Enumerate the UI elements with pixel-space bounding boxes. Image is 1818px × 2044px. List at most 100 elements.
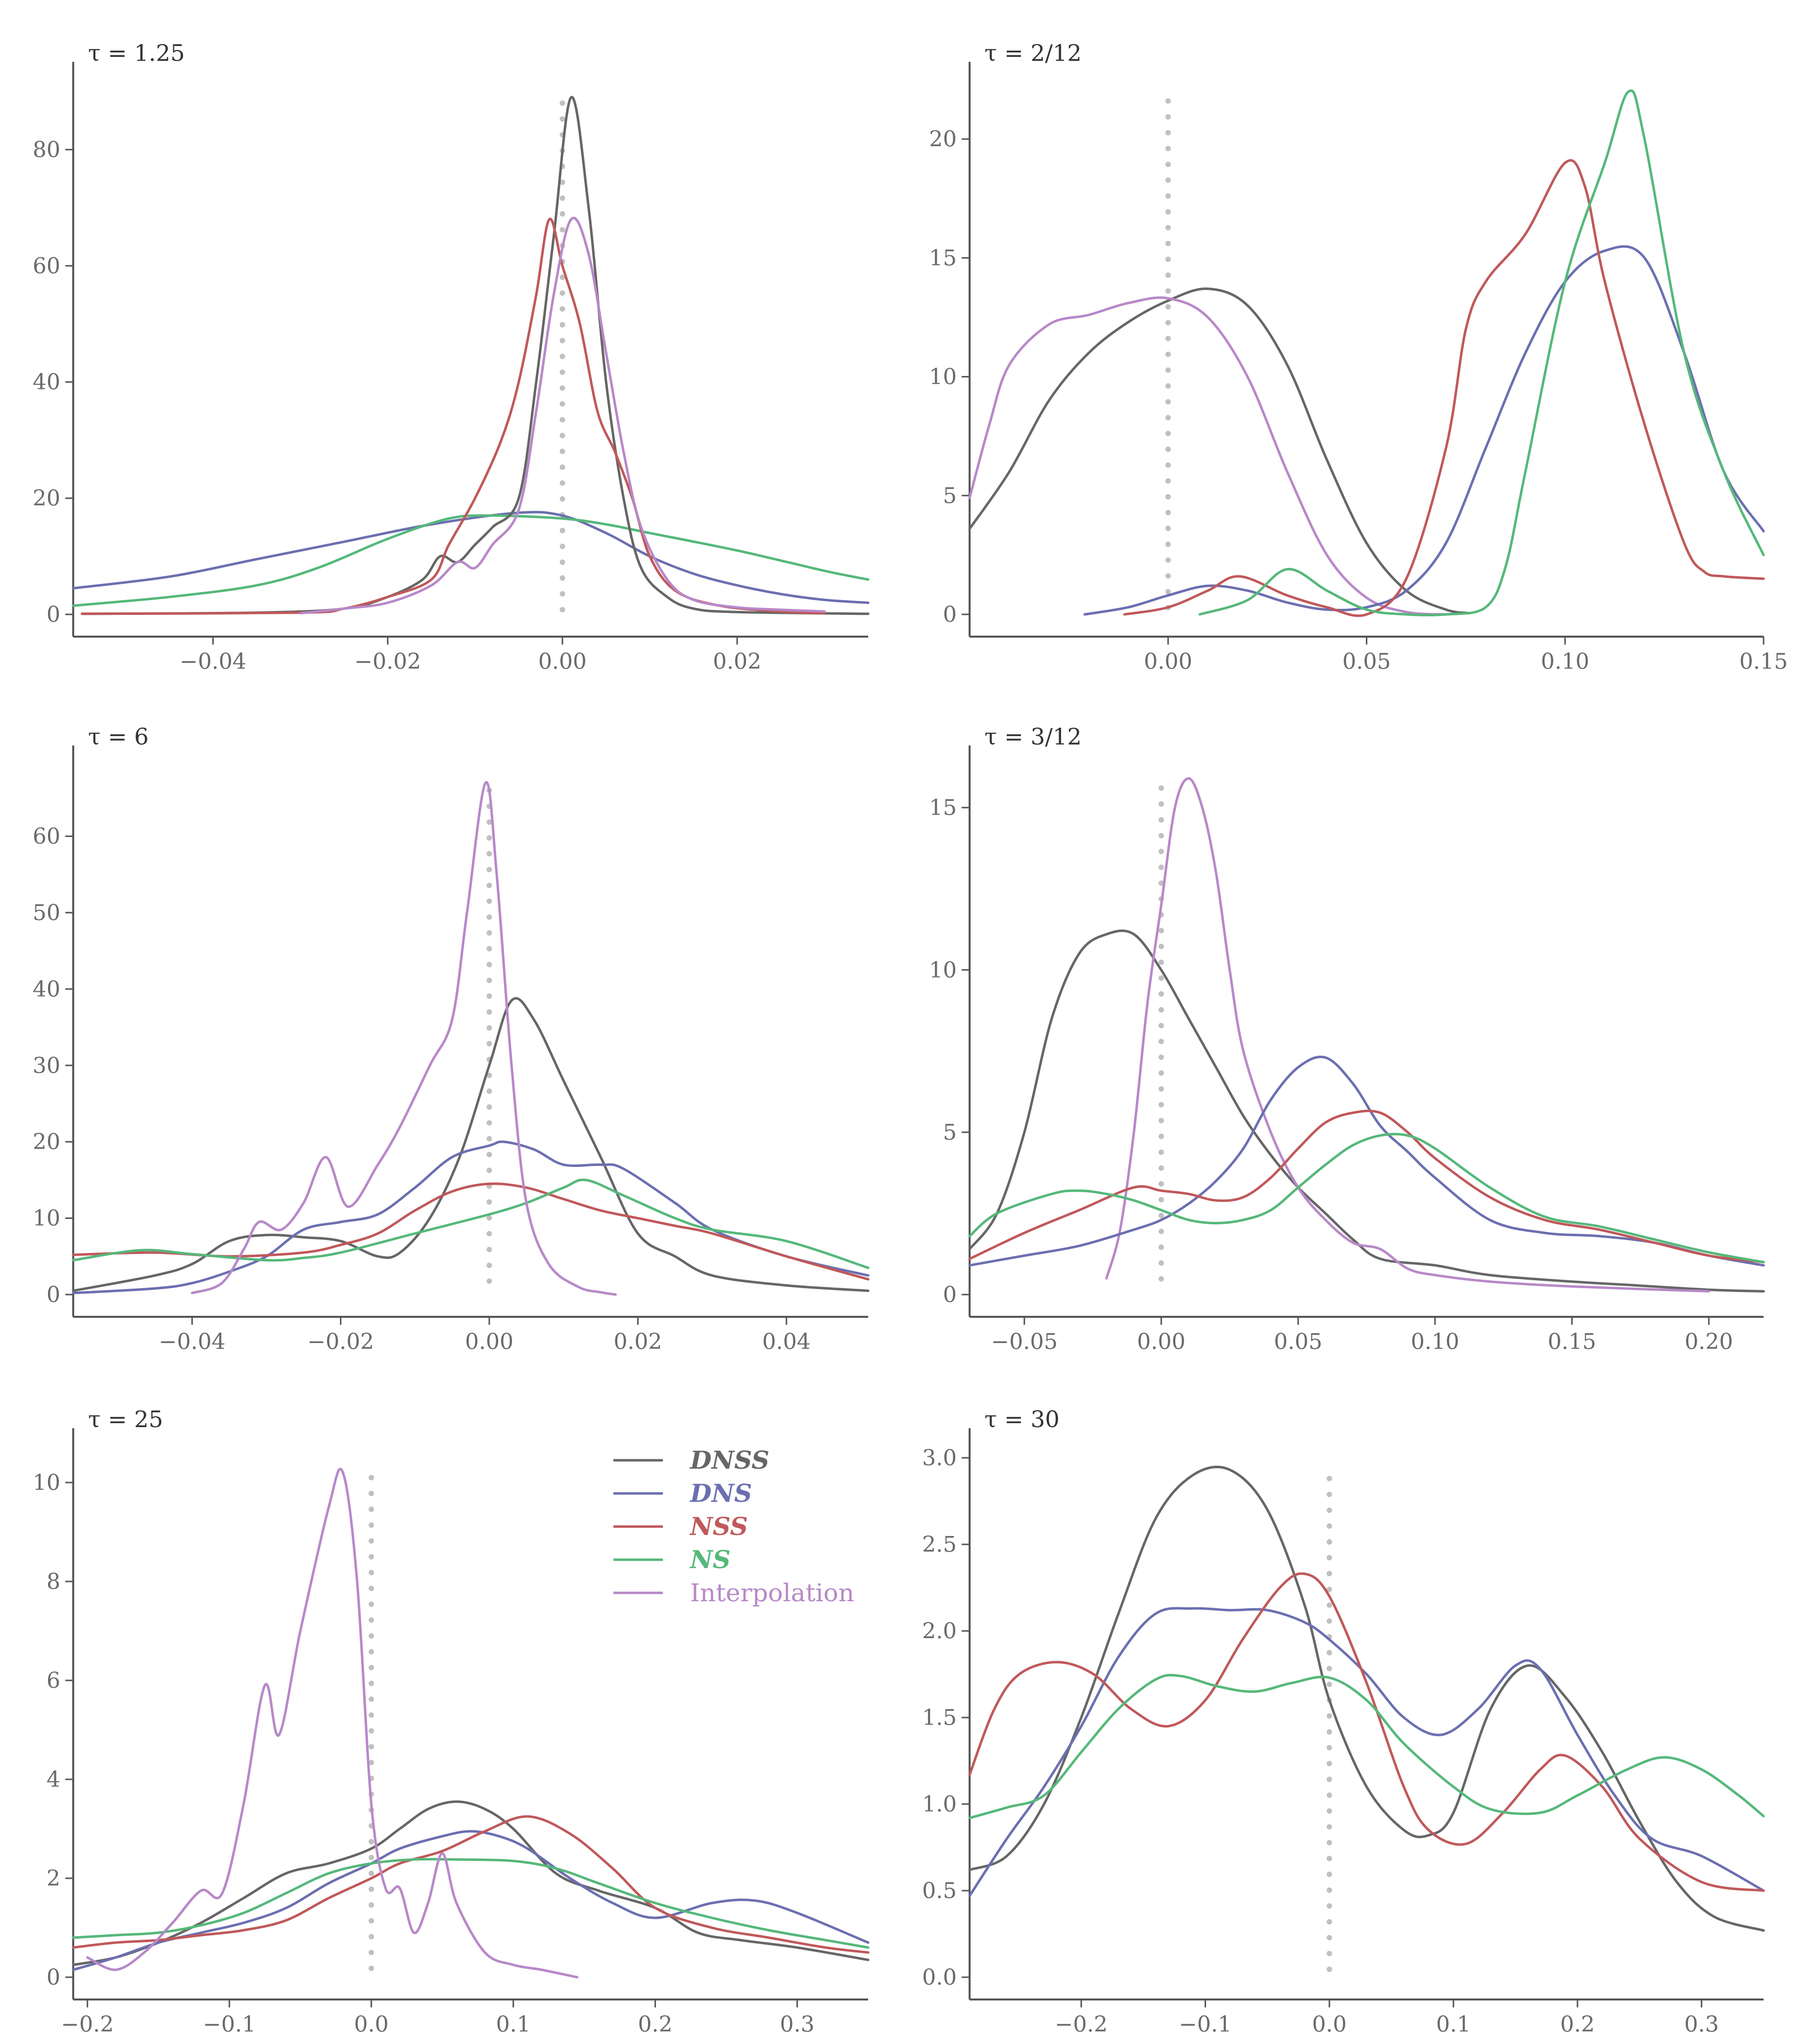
panel-title: τ = 2/12 (984, 40, 1082, 66)
legend-label: DNSS (689, 1445, 769, 1475)
legend-label: NS (689, 1545, 731, 1574)
y-tick-label: 0 (943, 1282, 957, 1307)
series-line-ns (72, 1178, 870, 1269)
panel-title: τ = 3/12 (984, 723, 1082, 750)
y-tick-label: 1.0 (922, 1792, 957, 1817)
y-tick-label: 20 (929, 127, 957, 152)
x-tick-label: 0.00 (1144, 649, 1192, 674)
x-tick-label: 0.05 (1274, 1329, 1322, 1354)
x-tick-label: −0.2 (1055, 2012, 1108, 2037)
x-tick-label: −0.1 (203, 2012, 256, 2037)
y-tick-label: 10 (929, 958, 957, 983)
x-tick-label: 0.05 (1343, 649, 1391, 674)
series-line-dnss (968, 929, 1765, 1293)
x-tick-label: 0.0 (1312, 2012, 1347, 2037)
y-tick-label: 3.0 (922, 1445, 957, 1471)
y-tick-label: 1.5 (922, 1705, 957, 1730)
series-line-ns (72, 1858, 870, 1949)
series-line-interpolation (190, 781, 617, 1296)
x-tick-label: 0.2 (1560, 2012, 1595, 2037)
y-tick-label: 0 (47, 602, 60, 627)
series-line-dnss (72, 1800, 870, 1966)
series-line-dns (968, 1056, 1765, 1267)
x-tick-label: 0.3 (780, 2012, 815, 2037)
x-tick-label: 0.20 (1684, 1329, 1733, 1354)
y-tick-label: 80 (33, 137, 60, 162)
panel-1: τ = 1.25 0 20 40 60 80 −0.04 −0.02 0.00 0.02 (33, 40, 870, 674)
y-tick-label: 0.5 (922, 1878, 957, 1904)
panel-4: τ = 3/12 0 5 10 15 −0.05 0.00 0.05 0.10 0.15 0.20 (929, 723, 1765, 1354)
legend-item-interpolation: Interpolation (613, 1579, 854, 1607)
x-tick-label: 0.1 (1436, 2012, 1471, 2037)
series-line-dns (72, 1830, 870, 1971)
y-tick-label: 10 (33, 1470, 60, 1495)
y-tick-label: 5 (943, 483, 957, 509)
y-tick-label: 2.0 (922, 1619, 957, 1644)
x-tick-label: −0.04 (159, 1329, 226, 1354)
x-tick-label: 0.3 (1684, 2012, 1719, 2037)
y-tick-label: 0 (47, 1282, 60, 1307)
series-line-dns (72, 1140, 870, 1295)
legend-item-dnss: DNSS (613, 1445, 769, 1475)
y-tick-label: 20 (33, 1129, 60, 1155)
series-line-ns (72, 514, 870, 607)
series-line-dnss (968, 287, 1471, 615)
y-tick-label: 30 (33, 1053, 60, 1078)
series-line-dnss (81, 96, 870, 615)
series-line-nss (1123, 159, 1765, 617)
x-tick-label: 0.00 (1137, 1329, 1185, 1354)
legend-item-ns: NS (613, 1545, 731, 1574)
y-tick-label: 60 (33, 824, 60, 849)
y-tick-label: 50 (33, 900, 60, 926)
panel-title: τ = 1.25 (88, 40, 185, 66)
series-line-nss (968, 1110, 1765, 1263)
series-line-interpolation (968, 296, 1447, 616)
y-tick-label: 0 (943, 602, 957, 627)
series-line-interpolation (86, 1468, 579, 1979)
y-tick-label: 20 (33, 486, 60, 511)
series-line-nss (72, 1182, 870, 1281)
series-line-dnss (72, 997, 870, 1292)
legend-label: DNS (689, 1479, 752, 1508)
x-tick-label: 0.2 (638, 2012, 673, 2037)
x-tick-label: −0.02 (307, 1329, 374, 1354)
series-line-nss (72, 1815, 870, 1954)
legend-label: NSS (689, 1512, 748, 1541)
x-tick-label: −0.1 (1179, 2012, 1232, 2037)
x-tick-label: 0.15 (1739, 649, 1788, 674)
series-line-nss (968, 1572, 1765, 1892)
legend-label: Interpolation (690, 1579, 854, 1607)
y-tick-label: 4 (47, 1767, 60, 1792)
panel-title: τ = 25 (88, 1406, 163, 1433)
y-tick-label: 40 (33, 370, 60, 395)
x-tick-label: 0.00 (465, 1329, 513, 1354)
x-tick-label: 0.04 (762, 1329, 811, 1354)
panel-6: τ = 30 0.0 0.5 1.0 1.5 2.0 2.5 3.0 −0.2 −0.1 0.0 0.… (922, 1406, 1765, 2037)
x-tick-label: 0.10 (1411, 1329, 1459, 1354)
legend-item-nss: NSS (613, 1512, 748, 1541)
x-tick-label: −0.2 (61, 2012, 114, 2037)
series-line-nss (81, 218, 826, 615)
legend: DNSS DNS NSS NS Interpolation (613, 1445, 854, 1607)
y-tick-label: 10 (929, 365, 957, 390)
series-line-interpolation (299, 217, 826, 615)
y-tick-label: 2 (47, 1866, 60, 1891)
y-tick-label: 8 (47, 1569, 60, 1594)
y-tick-label: 2.5 (922, 1532, 957, 1557)
panel-3: τ = 6 0 10 20 30 40 50 60 −0.04 −0.02 0.00 0.02 0.04 (33, 723, 870, 1354)
y-tick-label: 10 (33, 1206, 60, 1231)
series-line-dnss (968, 1465, 1765, 1932)
series-line-dns (968, 1607, 1765, 1897)
x-tick-label: 0.0 (354, 2012, 389, 2037)
series-line-dns (1083, 245, 1765, 616)
y-tick-label: 60 (33, 253, 60, 279)
x-tick-label: 0.02 (713, 649, 761, 674)
panel-title: τ = 6 (88, 723, 149, 750)
series-line-interpolation (1105, 777, 1710, 1293)
y-tick-label: 0.0 (922, 1965, 957, 1990)
x-tick-label: 0.02 (613, 1329, 662, 1354)
y-tick-label: 15 (929, 795, 957, 821)
y-tick-label: 0 (47, 1965, 60, 1990)
